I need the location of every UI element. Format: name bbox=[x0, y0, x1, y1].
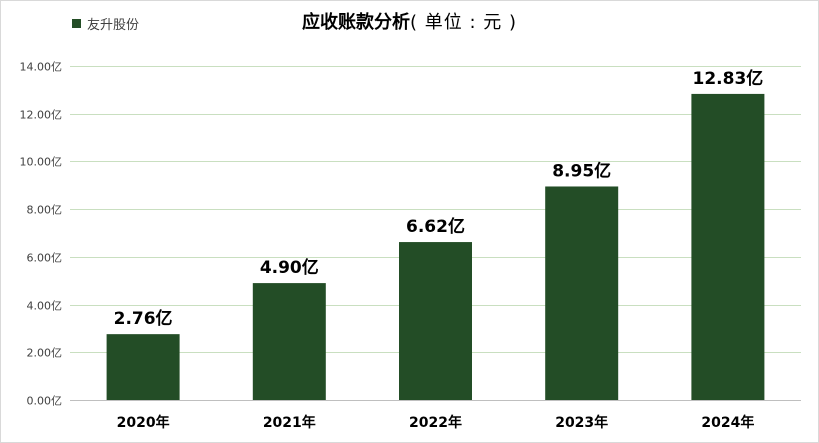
x-tick-label: 2021年 bbox=[263, 414, 316, 431]
bar bbox=[545, 186, 619, 400]
x-tick-label: 2024年 bbox=[701, 414, 754, 431]
y-tick-label: 12.00亿 bbox=[20, 109, 63, 122]
x-tick-label: 2022年 bbox=[409, 414, 462, 431]
bar bbox=[399, 242, 472, 400]
data-label: 8.95亿 bbox=[552, 160, 611, 181]
legend-swatch bbox=[72, 18, 81, 28]
y-tick-label: 8.00亿 bbox=[27, 204, 63, 217]
bar bbox=[106, 334, 180, 400]
y-tick-label: 4.00亿 bbox=[27, 300, 63, 313]
chart-title-unit: ( 单位 : 元 ) bbox=[410, 12, 517, 33]
legend: 友升股份 bbox=[72, 12, 139, 34]
data-label: 6.62亿 bbox=[406, 216, 465, 237]
y-tick-label: 10.00亿 bbox=[20, 156, 63, 169]
data-label: 12.83亿 bbox=[693, 68, 764, 89]
chart-title: 应收账款分析( 单位 : 元 ) bbox=[0, 8, 819, 36]
y-tick-label: 6.00亿 bbox=[27, 252, 63, 265]
y-tick-label: 2.00亿 bbox=[27, 347, 63, 360]
legend-label: 友升股份 bbox=[87, 17, 140, 33]
bar bbox=[252, 283, 326, 400]
chart-title-main: 应收账款分析 bbox=[302, 12, 410, 33]
data-label: 2.76亿 bbox=[114, 308, 173, 329]
x-tick-label: 2023年 bbox=[555, 414, 608, 431]
x-tick-label: 2020年 bbox=[117, 414, 170, 431]
y-tick-label: 14.00亿 bbox=[20, 61, 63, 74]
data-label: 4.90亿 bbox=[260, 257, 319, 278]
y-tick-label: 0.00亿 bbox=[27, 395, 63, 408]
bar bbox=[691, 93, 765, 401]
